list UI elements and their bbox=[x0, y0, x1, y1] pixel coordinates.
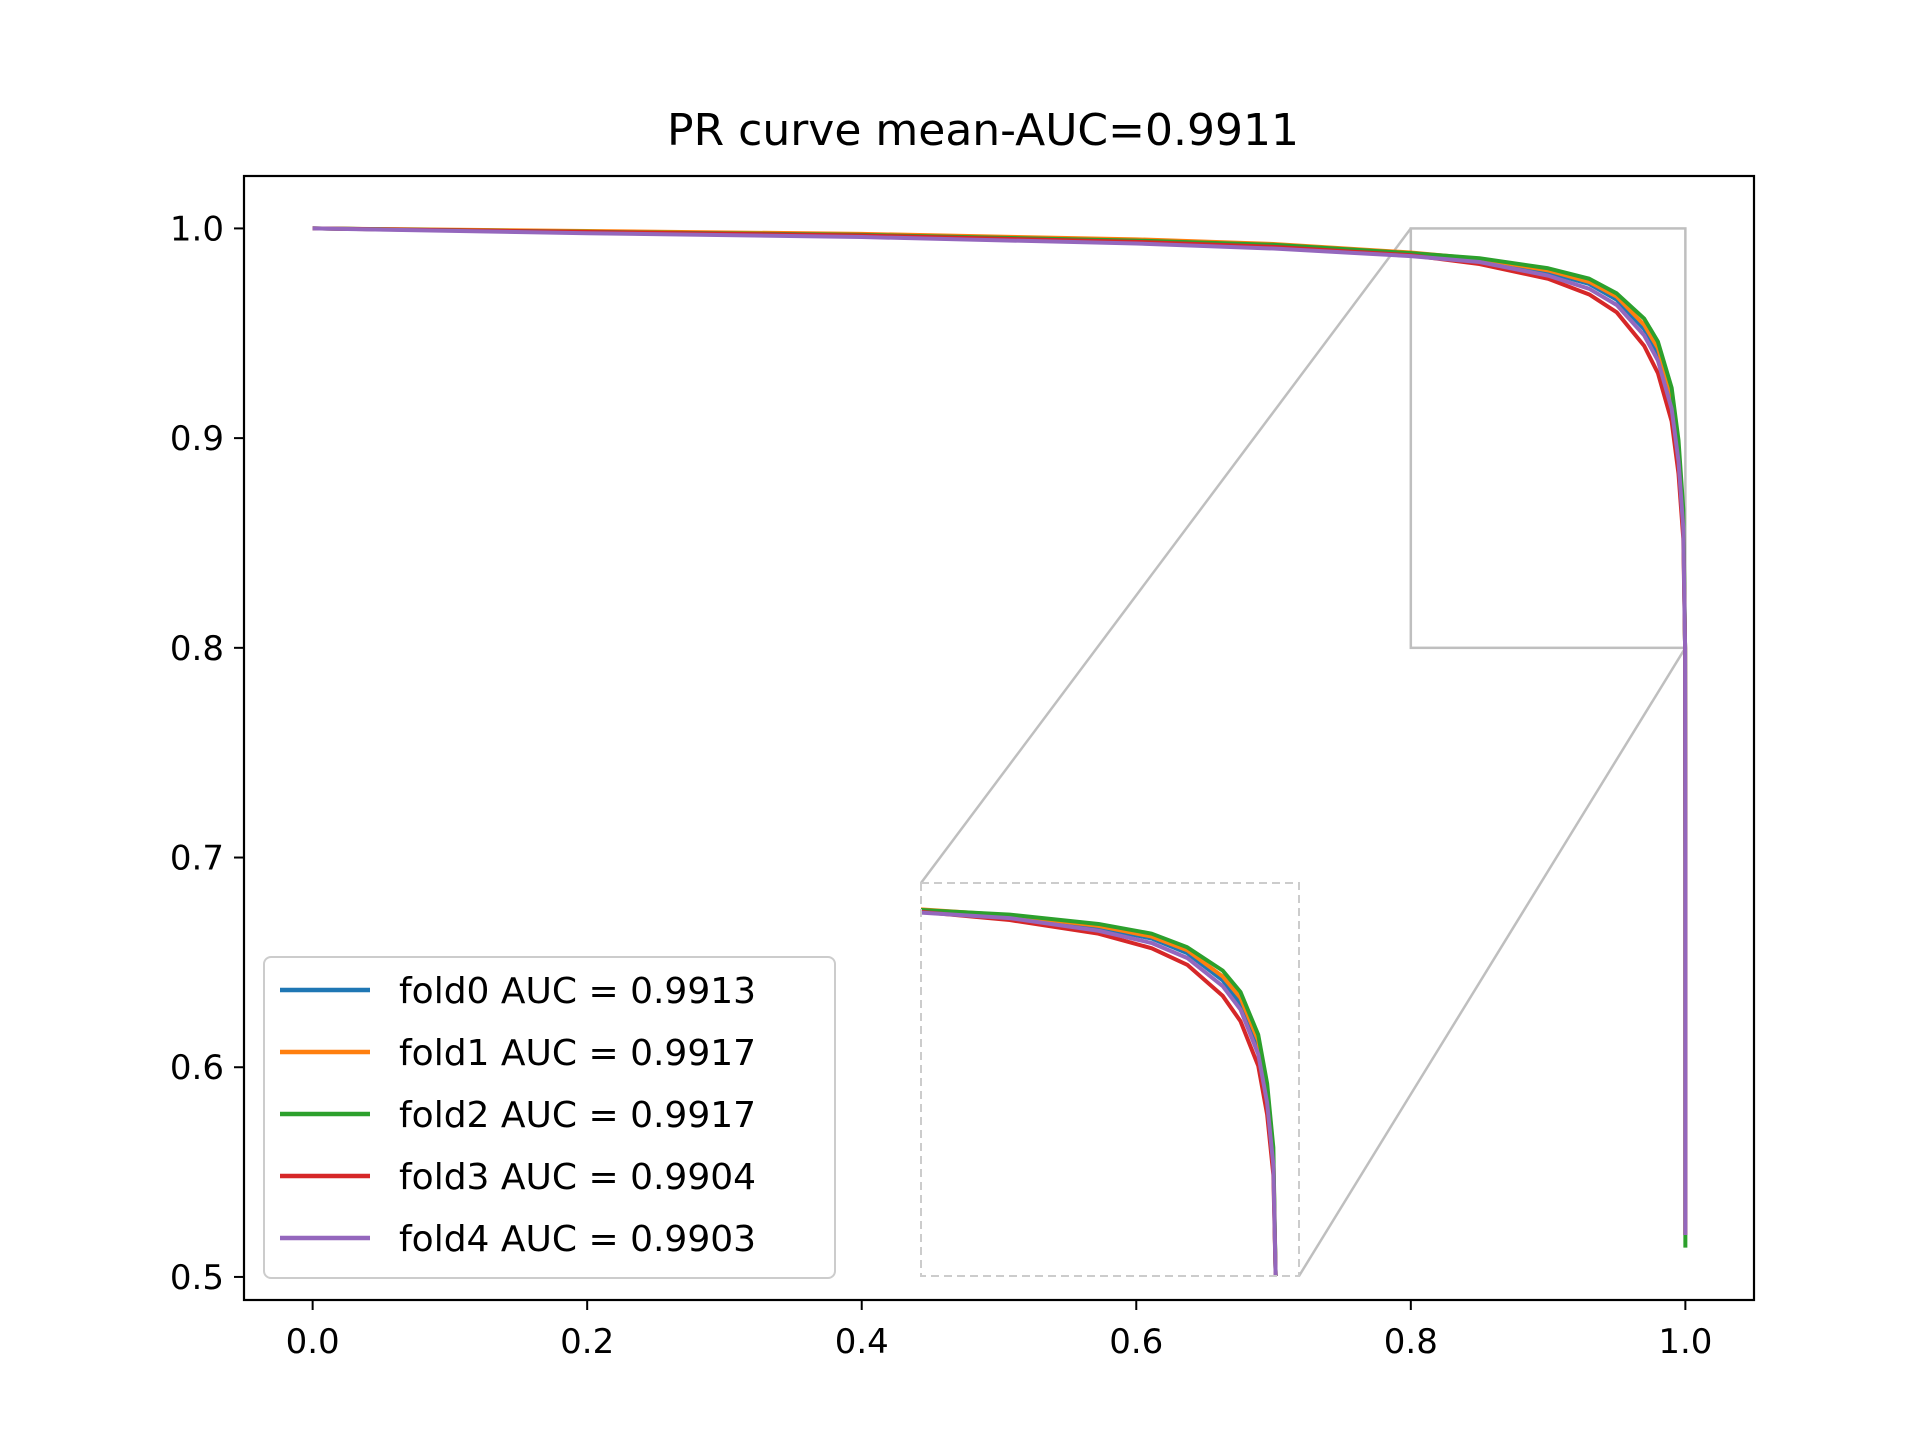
zoom-connector-line bbox=[1297, 647, 1687, 1277]
x-tick-label: 0.0 bbox=[286, 1322, 340, 1362]
x-tick-label: 0.6 bbox=[1109, 1322, 1163, 1362]
inset-series-group bbox=[921, 907, 1278, 1276]
series-line bbox=[312, 226, 1688, 1235]
y-tick-label: 0.6 bbox=[170, 1048, 224, 1088]
y-tick-label: 0.7 bbox=[170, 839, 224, 879]
x-tick-label: 0.2 bbox=[560, 1322, 614, 1362]
x-tick-label: 0.8 bbox=[1384, 1322, 1438, 1362]
x-tick-label: 1.0 bbox=[1658, 1322, 1712, 1362]
main-series-group bbox=[312, 226, 1688, 1248]
y-tick-label: 0.8 bbox=[170, 629, 224, 669]
y-tick-label: 1.0 bbox=[170, 209, 224, 249]
inset-background bbox=[921, 883, 1299, 1276]
chart-title: PR curve mean-AUC=0.9911 bbox=[667, 105, 1299, 156]
zoom-indicator-box bbox=[1409, 227, 1687, 650]
legend: fold0 AUC = 0.9913 fold1 AUC = 0.9917 fold… bbox=[263, 956, 836, 1279]
legend-label: fold0 AUC = 0.9913 bbox=[399, 971, 756, 1012]
legend-label: fold3 AUC = 0.9904 bbox=[399, 1157, 756, 1198]
legend-label: fold4 AUC = 0.9903 bbox=[399, 1219, 756, 1260]
inset-series-line bbox=[921, 910, 1278, 1276]
x-tick-label: 0.4 bbox=[835, 1322, 889, 1362]
zoom-connector-line bbox=[919, 227, 1412, 884]
legend-box bbox=[263, 956, 836, 1279]
y-tick-label: 0.9 bbox=[170, 419, 224, 459]
inset-border bbox=[920, 882, 1300, 1277]
legend-label: fold2 AUC = 0.9917 bbox=[399, 1095, 756, 1136]
plot-frame bbox=[242, 174, 1756, 1302]
legend-label: fold1 AUC = 0.9917 bbox=[399, 1033, 756, 1074]
y-tick-label: 0.5 bbox=[170, 1258, 224, 1298]
